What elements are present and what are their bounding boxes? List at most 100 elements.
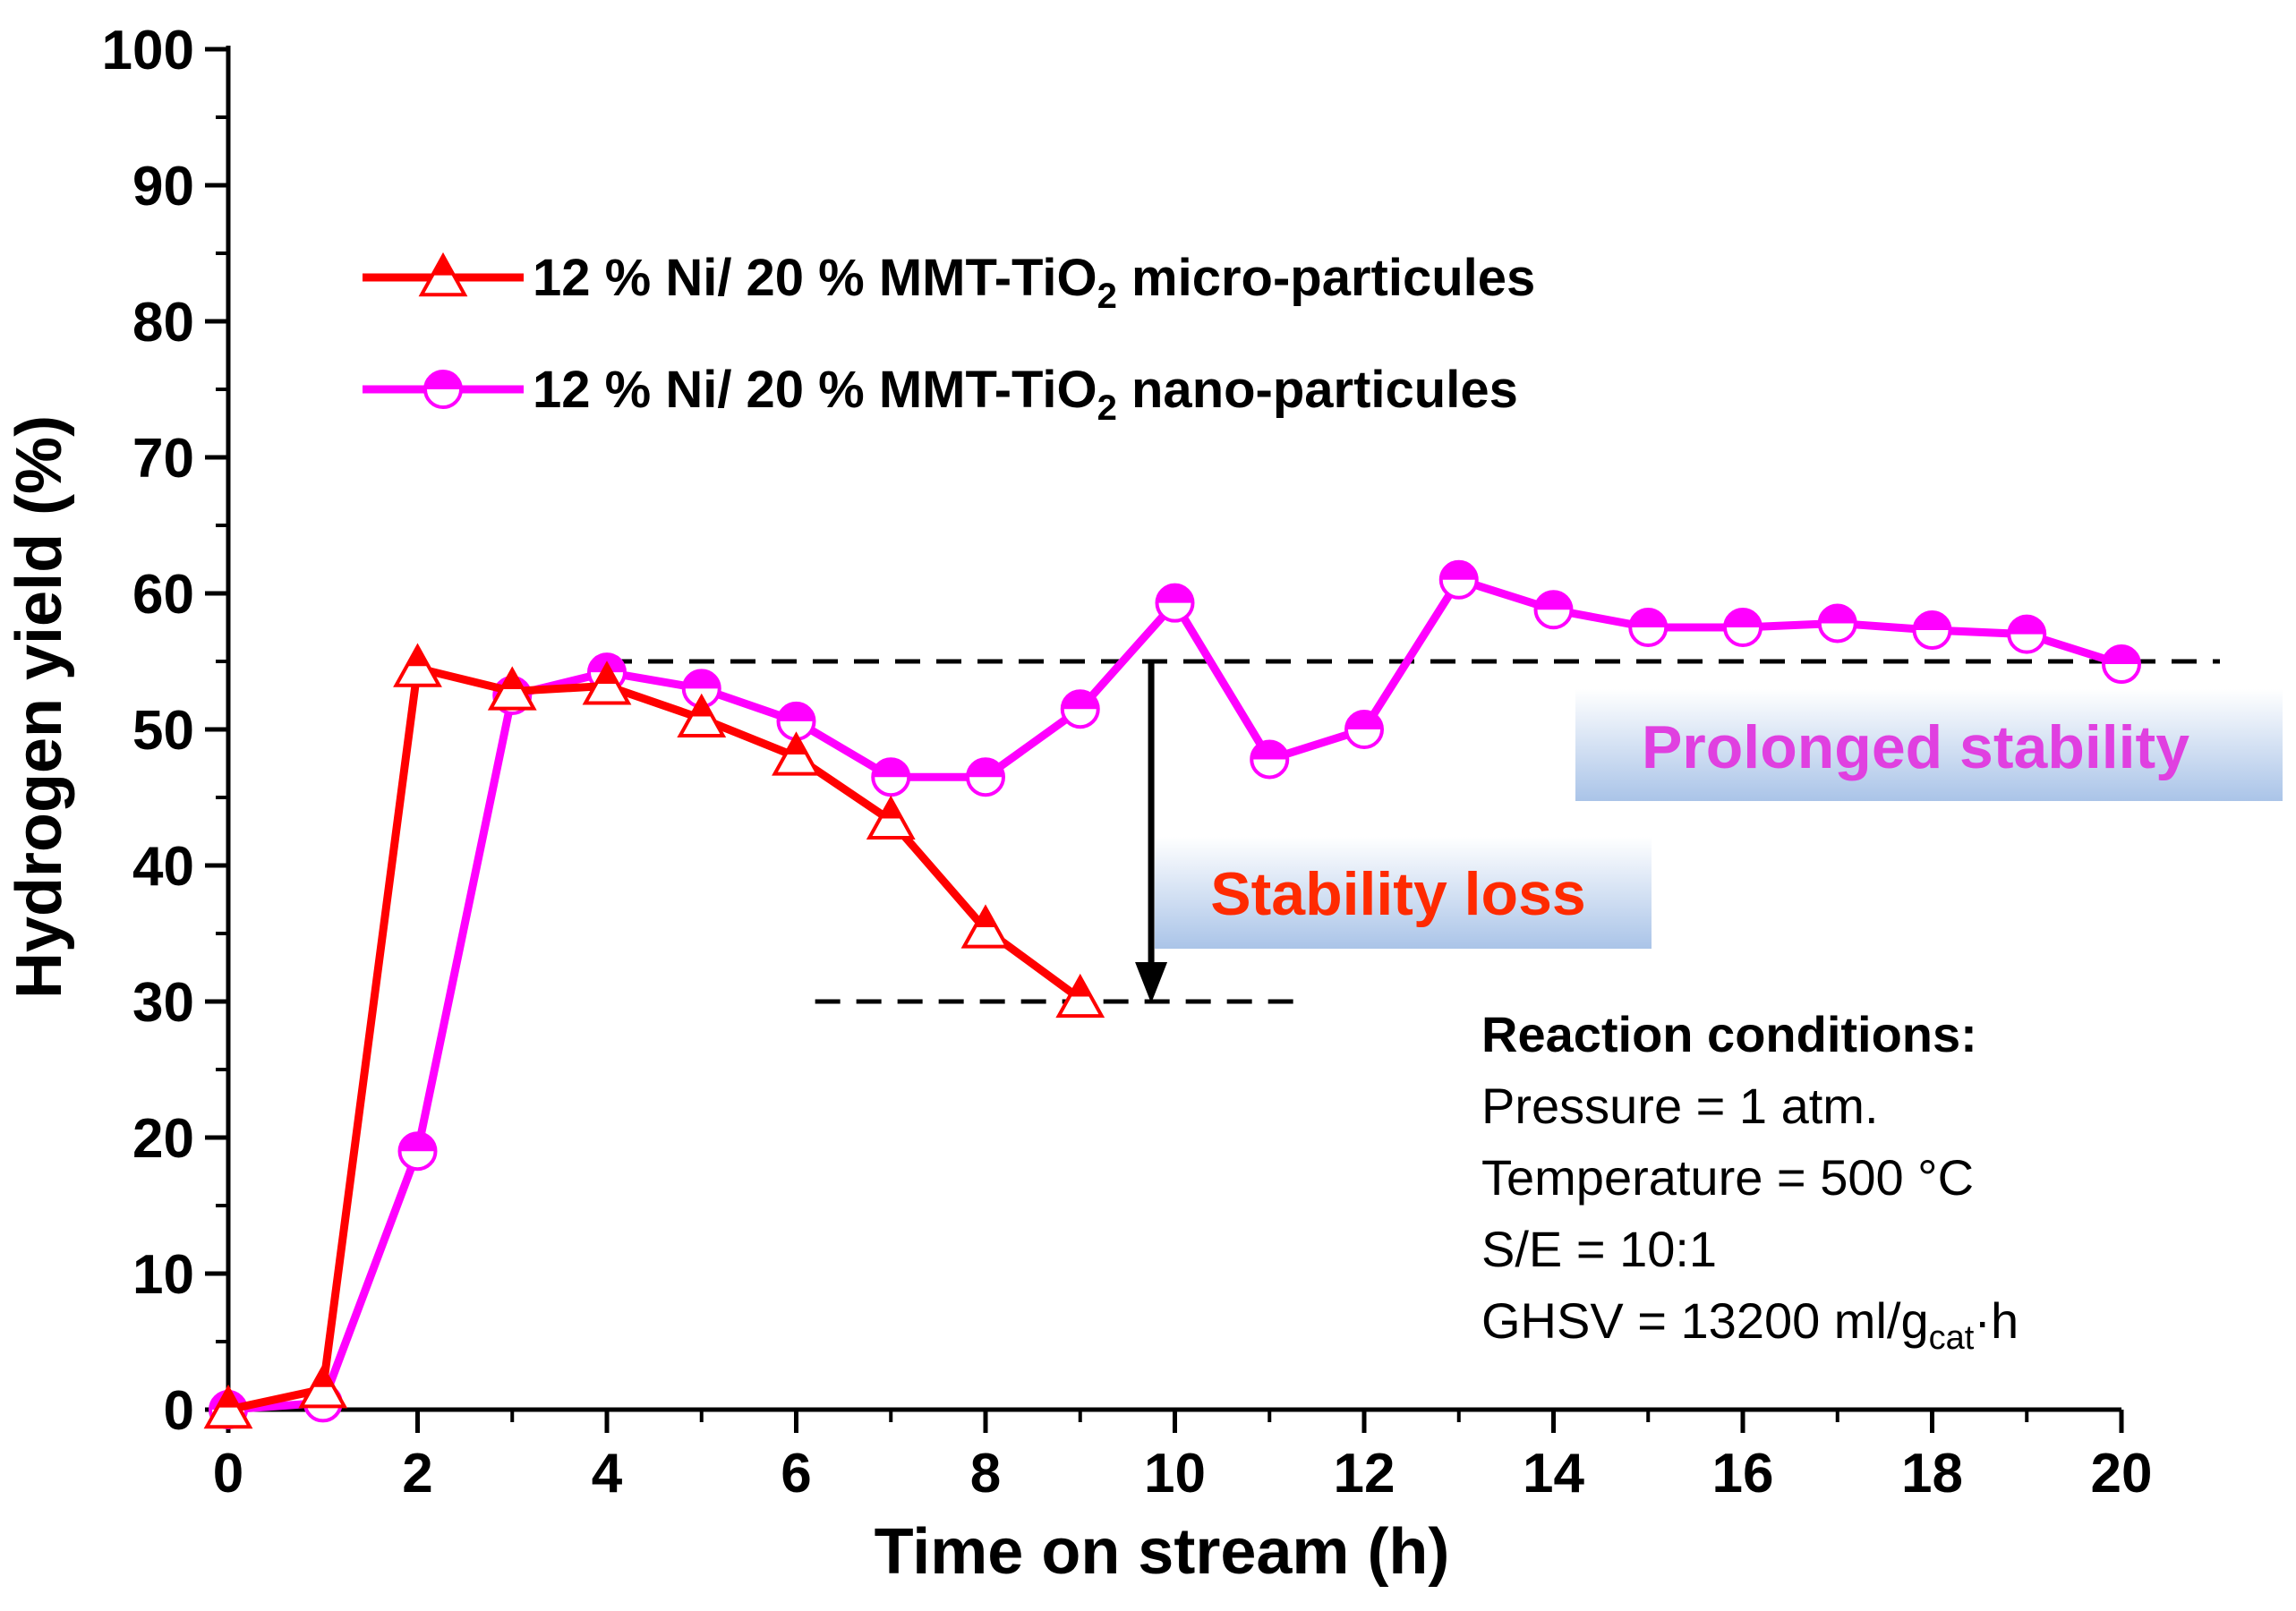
marker-outline bbox=[487, 666, 537, 711]
marker-fill bbox=[406, 646, 429, 667]
legend-item-nano: 12 % Ni/ 20 % MMT-TiO2 nano-particules bbox=[363, 361, 1518, 428]
legend-marker-shape bbox=[418, 251, 468, 297]
dashed-reference-lines bbox=[607, 659, 2220, 1004]
legend-label-micro: 12 % Ni/ 20 % MMT-TiO2 micro-particules bbox=[533, 249, 1535, 316]
y-tick-label: 20 bbox=[132, 1108, 194, 1170]
legend-label-nano: 12 % Ni/ 20 % MMT-TiO2 nano-particules bbox=[533, 361, 1518, 428]
marker-fill bbox=[975, 908, 996, 928]
data-point-nano bbox=[776, 701, 816, 741]
data-point-nano bbox=[2102, 644, 2141, 685]
marker-fill bbox=[2009, 616, 2045, 635]
marker-fill bbox=[1535, 592, 1572, 610]
x-tick-label: 2 bbox=[402, 1443, 432, 1504]
legend-marker-micro bbox=[418, 251, 468, 297]
marker-fill bbox=[785, 735, 807, 754]
data-point-nano bbox=[871, 757, 911, 797]
x-tick-label: 12 bbox=[1334, 1443, 1396, 1504]
marker-fill bbox=[596, 664, 618, 684]
data-point-micro bbox=[298, 1364, 348, 1409]
marker-fill bbox=[968, 759, 1003, 778]
legend-marker-shape bbox=[423, 370, 463, 409]
marker-fill bbox=[1440, 561, 1477, 580]
legend-marker-nano bbox=[423, 370, 463, 409]
x-axis-title: Time on stream (h) bbox=[875, 1516, 1450, 1588]
marker-fill bbox=[312, 1368, 334, 1387]
marker-fill bbox=[1251, 741, 1288, 760]
marker-fill bbox=[1914, 612, 1950, 631]
data-point-nano bbox=[1155, 583, 1195, 623]
x-tick-label: 18 bbox=[1901, 1443, 1963, 1504]
data-point-micro bbox=[487, 666, 537, 711]
data-point-micro bbox=[582, 661, 632, 705]
y-tick-label: 80 bbox=[132, 292, 194, 354]
reaction-conditions: Reaction conditions: Pressure = 1 atm. T… bbox=[1481, 1006, 2019, 1357]
marker-fill bbox=[1062, 691, 1098, 710]
x-tick-label: 10 bbox=[1144, 1443, 1206, 1504]
data-point-nano bbox=[1912, 610, 1952, 651]
marker-fill bbox=[501, 669, 524, 690]
axes: 0 10 20 30 40 50 60 70 80 90 100 0 2 4 6 8 10 12 14 16 18 20 bbox=[102, 20, 2153, 1504]
marker-fill bbox=[1725, 609, 1761, 627]
stability-arrow-head bbox=[1135, 962, 1168, 1003]
series-micro-line bbox=[227, 664, 1083, 1414]
prolonged-stability-label: Prolonged stability bbox=[1642, 713, 2189, 781]
data-point-nano bbox=[1060, 689, 1100, 729]
data-point-micro bbox=[677, 693, 727, 738]
prolonged-stability-box bbox=[1575, 689, 2283, 801]
marker-fill bbox=[2104, 646, 2139, 665]
marker-fill bbox=[218, 1388, 239, 1408]
data-point-nano bbox=[1250, 739, 1290, 780]
legend-item-micro: 12 % Ni/ 20 % MMT-TiO2 micro-particules bbox=[363, 249, 1535, 316]
conditions-se: S/E = 10:1 bbox=[1481, 1221, 1717, 1277]
marker-fill bbox=[425, 371, 461, 389]
marker-fill bbox=[1630, 609, 1667, 627]
y-axis-title: Hydrogen yield (%) bbox=[4, 415, 75, 999]
y-tick-label: 10 bbox=[132, 1244, 194, 1306]
marker-fill bbox=[880, 798, 902, 819]
x-tick-label: 0 bbox=[213, 1443, 243, 1504]
marker-fill bbox=[399, 1133, 436, 1152]
conditions-temperature: Temperature = 500 °C bbox=[1481, 1149, 1974, 1206]
marker-fill bbox=[1069, 976, 1091, 997]
y-tick-label: 90 bbox=[132, 156, 194, 217]
y-tick-label: 30 bbox=[132, 972, 194, 1034]
conditions-title: Reaction conditions: bbox=[1481, 1006, 1977, 1062]
conditions-pressure: Pressure = 1 atm. bbox=[1481, 1078, 1879, 1134]
stability-loss-label: Stability loss bbox=[1210, 860, 1585, 928]
x-tick-label: 4 bbox=[592, 1443, 623, 1504]
data-point-nano bbox=[1533, 590, 1574, 630]
conditions-ghsv: GHSV = 13200 ml/gcat·h bbox=[1481, 1292, 2019, 1357]
marker-fill bbox=[683, 670, 720, 689]
marker-fill bbox=[1157, 584, 1193, 603]
data-point-nano bbox=[1438, 559, 1479, 600]
data-point-micro bbox=[1055, 973, 1105, 1019]
data-point-nano bbox=[1628, 608, 1669, 647]
y-tick-label: 60 bbox=[132, 564, 194, 626]
data-point-micro bbox=[772, 731, 821, 776]
data-point-nano bbox=[1723, 608, 1763, 647]
data-point-micro bbox=[960, 904, 1011, 949]
data-point-nano bbox=[2007, 614, 2047, 654]
stability-loss-box bbox=[1155, 837, 1652, 949]
x-tick-label: 8 bbox=[970, 1443, 1001, 1504]
y-tick-label: 100 bbox=[102, 20, 194, 81]
x-tick-label: 14 bbox=[1523, 1443, 1584, 1504]
y-tick-label: 0 bbox=[164, 1380, 194, 1442]
y-tick-label: 70 bbox=[132, 428, 194, 490]
legend: 12 % Ni/ 20 % MMT-TiO2 micro-particules … bbox=[363, 249, 1535, 428]
series-micro bbox=[203, 643, 1105, 1429]
data-point-nano bbox=[397, 1131, 438, 1172]
series-layer bbox=[203, 559, 2141, 1429]
data-point-nano bbox=[966, 757, 1005, 797]
x-tick-label: 16 bbox=[1712, 1443, 1774, 1504]
data-point-nano bbox=[1344, 710, 1384, 749]
marker-fill bbox=[1346, 712, 1382, 729]
x-tick-label: 20 bbox=[2091, 1443, 2153, 1504]
y-tick-label: 50 bbox=[132, 700, 194, 762]
marker-fill bbox=[432, 256, 454, 276]
data-point-nano bbox=[1817, 603, 1857, 644]
marker-fill bbox=[778, 703, 815, 721]
marker-fill bbox=[1819, 605, 1856, 624]
